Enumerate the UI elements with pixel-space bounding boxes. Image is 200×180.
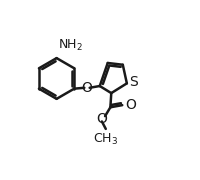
Text: S: S bbox=[129, 75, 137, 89]
Text: CH$_3$: CH$_3$ bbox=[93, 132, 118, 147]
Text: O: O bbox=[82, 81, 92, 95]
Text: O: O bbox=[125, 98, 136, 112]
Text: O: O bbox=[96, 112, 107, 126]
Text: NH$_2$: NH$_2$ bbox=[58, 38, 83, 53]
